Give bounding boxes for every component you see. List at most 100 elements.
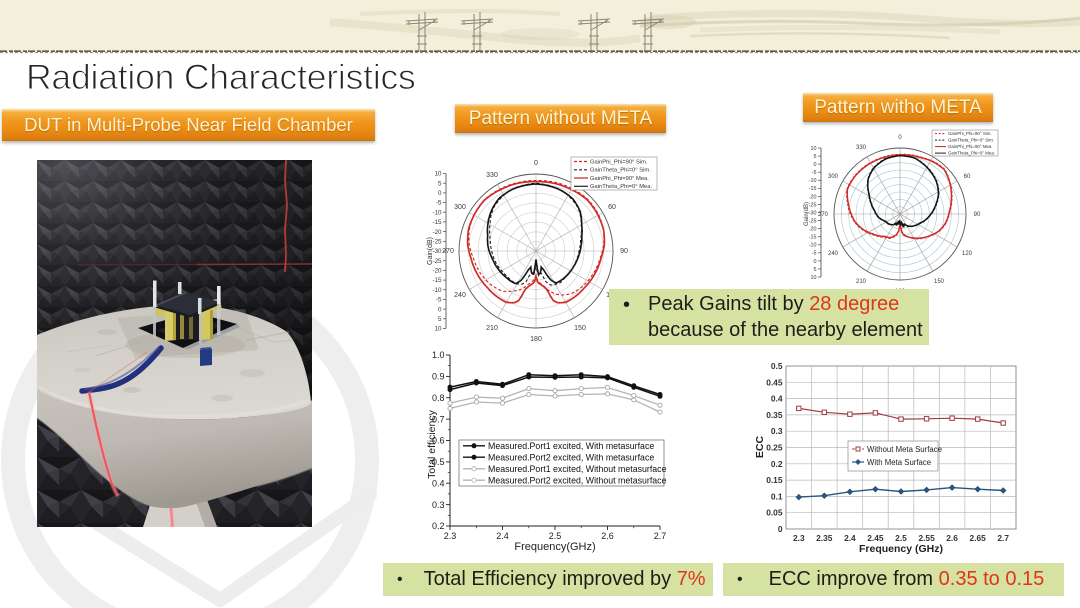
svg-text:210: 210 bbox=[486, 325, 498, 332]
svg-text:0.15: 0.15 bbox=[766, 475, 783, 485]
svg-text:With Meta Surface: With Meta Surface bbox=[867, 458, 931, 467]
svg-text:Frequency (GHz): Frequency (GHz) bbox=[859, 543, 943, 555]
svg-text:60: 60 bbox=[964, 174, 971, 180]
svg-text:0: 0 bbox=[438, 306, 442, 313]
svg-text:GainTheta_Phi=0° Sim.: GainTheta_Phi=0° Sim. bbox=[590, 168, 651, 174]
svg-text:-25: -25 bbox=[809, 219, 817, 225]
svg-text:120: 120 bbox=[962, 251, 973, 257]
svg-text:Total efficiency: Total efficiency bbox=[426, 409, 438, 478]
svg-text:240: 240 bbox=[828, 251, 839, 257]
svg-text:0: 0 bbox=[438, 190, 442, 197]
svg-text:240: 240 bbox=[454, 292, 466, 299]
svg-text:0: 0 bbox=[534, 160, 538, 167]
svg-text:-25: -25 bbox=[433, 239, 443, 246]
svg-text:60: 60 bbox=[608, 204, 616, 211]
svg-text:2.3: 2.3 bbox=[444, 531, 457, 541]
svg-text:2.3: 2.3 bbox=[793, 533, 805, 543]
svg-text:Frequency(GHz): Frequency(GHz) bbox=[514, 541, 595, 553]
svg-text:0.5: 0.5 bbox=[432, 457, 445, 467]
svg-text:GainTheta_Phi=0° Mea.: GainTheta_Phi=0° Mea. bbox=[948, 151, 995, 156]
svg-text:-5: -5 bbox=[436, 297, 442, 304]
svg-text:90: 90 bbox=[974, 212, 981, 218]
svg-text:-20: -20 bbox=[809, 227, 817, 233]
svg-text:90: 90 bbox=[620, 248, 628, 255]
svg-text:-20: -20 bbox=[433, 268, 443, 275]
svg-text:Gain(dB): Gain(dB) bbox=[427, 237, 434, 265]
svg-text:-5: -5 bbox=[436, 200, 442, 207]
svg-text:-25: -25 bbox=[809, 202, 817, 208]
svg-text:0.6: 0.6 bbox=[432, 436, 445, 446]
svg-text:270: 270 bbox=[818, 212, 829, 218]
svg-text:GainPhi_Phi=90° Mea.: GainPhi_Phi=90° Mea. bbox=[948, 144, 993, 149]
svg-text:2.55: 2.55 bbox=[918, 533, 935, 543]
svg-text:5: 5 bbox=[438, 180, 442, 187]
svg-text:0.35: 0.35 bbox=[766, 410, 783, 420]
svg-text:GainPhi_Phi=90° Sim.: GainPhi_Phi=90° Sim. bbox=[590, 160, 648, 166]
svg-text:300: 300 bbox=[454, 204, 466, 211]
svg-text:GainTheta_Phi=0° Mea.: GainTheta_Phi=0° Mea. bbox=[590, 184, 652, 190]
svg-text:0.5: 0.5 bbox=[771, 361, 783, 371]
svg-text:0.25: 0.25 bbox=[766, 443, 783, 453]
svg-text:-10: -10 bbox=[809, 178, 817, 184]
svg-text:0.05: 0.05 bbox=[766, 508, 783, 518]
svg-text:0.4: 0.4 bbox=[432, 478, 445, 488]
svg-text:0: 0 bbox=[814, 259, 817, 265]
svg-text:2.5: 2.5 bbox=[549, 531, 562, 541]
svg-text:2.7: 2.7 bbox=[997, 533, 1009, 543]
svg-text:150: 150 bbox=[934, 279, 945, 285]
svg-text:-10: -10 bbox=[809, 243, 817, 249]
svg-text:Measured.Port2 excited, Withou: Measured.Port2 excited, Without metasurf… bbox=[488, 476, 667, 486]
svg-text:2.6: 2.6 bbox=[601, 531, 614, 541]
svg-text:330: 330 bbox=[856, 145, 867, 151]
svg-text:2.5: 2.5 bbox=[895, 533, 907, 543]
svg-text:5: 5 bbox=[814, 154, 817, 160]
svg-text:330: 330 bbox=[486, 172, 498, 179]
svg-text:2.6: 2.6 bbox=[946, 533, 958, 543]
svg-text:0.3: 0.3 bbox=[432, 500, 445, 510]
svg-text:2.45: 2.45 bbox=[867, 533, 884, 543]
svg-text:-30: -30 bbox=[433, 248, 443, 255]
svg-text:10: 10 bbox=[435, 326, 442, 333]
svg-text:270: 270 bbox=[442, 248, 454, 255]
svg-text:0.3: 0.3 bbox=[771, 426, 783, 436]
svg-text:Measured.Port1 excited, With m: Measured.Port1 excited, With metasurface bbox=[488, 441, 654, 451]
svg-text:GainPhi_Phi=90° Sim.: GainPhi_Phi=90° Sim. bbox=[948, 131, 992, 136]
svg-text:180: 180 bbox=[530, 336, 542, 343]
svg-text:Gain(dB): Gain(dB) bbox=[804, 202, 810, 226]
svg-text:-15: -15 bbox=[433, 277, 443, 284]
svg-text:2.4: 2.4 bbox=[844, 533, 856, 543]
svg-text:0.1: 0.1 bbox=[771, 491, 783, 501]
svg-text:5: 5 bbox=[814, 267, 817, 273]
svg-text:-10: -10 bbox=[433, 209, 443, 216]
svg-text:-10: -10 bbox=[433, 287, 443, 294]
svg-text:-15: -15 bbox=[809, 235, 817, 241]
svg-text:-5: -5 bbox=[812, 251, 817, 257]
svg-text:5: 5 bbox=[438, 316, 442, 323]
svg-text:2.7: 2.7 bbox=[654, 531, 667, 541]
svg-text:2.65: 2.65 bbox=[970, 533, 987, 543]
svg-text:-15: -15 bbox=[809, 186, 817, 192]
svg-text:0: 0 bbox=[778, 524, 783, 534]
svg-text:150: 150 bbox=[574, 325, 586, 332]
svg-text:0: 0 bbox=[814, 162, 817, 168]
svg-text:0.4: 0.4 bbox=[771, 394, 783, 404]
svg-text:-30: -30 bbox=[809, 210, 817, 216]
svg-text:300: 300 bbox=[828, 174, 839, 180]
svg-text:GainPhi_Phi=90° Mea.: GainPhi_Phi=90° Mea. bbox=[590, 176, 649, 182]
svg-text:0.45: 0.45 bbox=[766, 377, 783, 387]
svg-text:1.0: 1.0 bbox=[432, 350, 445, 360]
svg-text:ECC: ECC bbox=[754, 435, 766, 458]
svg-text:10: 10 bbox=[811, 146, 817, 152]
svg-text:0.9: 0.9 bbox=[432, 372, 445, 382]
svg-text:10: 10 bbox=[435, 171, 442, 178]
svg-text:0.2: 0.2 bbox=[432, 521, 445, 531]
svg-text:-15: -15 bbox=[433, 219, 443, 226]
svg-text:2.35: 2.35 bbox=[816, 533, 833, 543]
svg-text:0.7: 0.7 bbox=[432, 414, 445, 424]
svg-text:-5: -5 bbox=[812, 170, 817, 176]
svg-text:10: 10 bbox=[811, 275, 817, 281]
svg-text:0.2: 0.2 bbox=[771, 459, 783, 469]
svg-text:0: 0 bbox=[898, 135, 902, 141]
svg-text:Without Meta Surface: Without Meta Surface bbox=[867, 445, 942, 454]
svg-text:210: 210 bbox=[856, 279, 867, 285]
